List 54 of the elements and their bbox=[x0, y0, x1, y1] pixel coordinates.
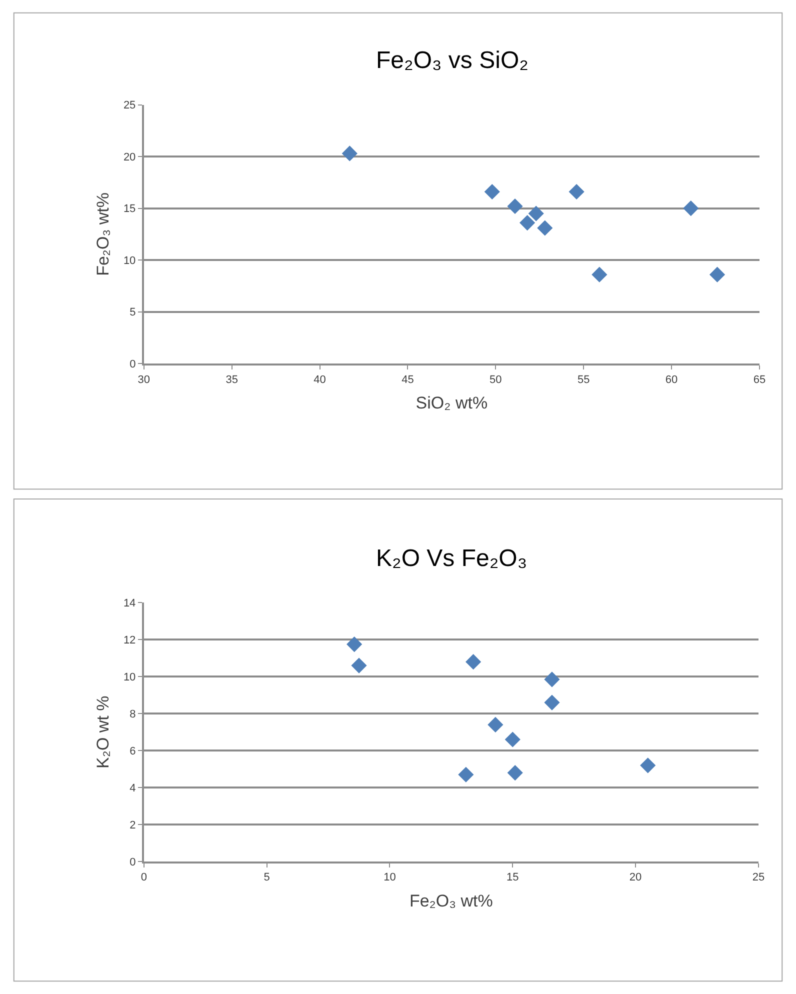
x-tick-label: 20 bbox=[629, 872, 642, 884]
x-tick-label: 60 bbox=[665, 374, 678, 386]
x-tick-label: 30 bbox=[138, 374, 150, 386]
y-tick-label: 0 bbox=[130, 856, 136, 868]
point bbox=[488, 716, 504, 733]
x-tick-label: 35 bbox=[226, 374, 238, 386]
y-axis-title: Fe₂O₃ wt% bbox=[93, 192, 112, 276]
x-tick-label: 0 bbox=[140, 872, 147, 884]
y-tick-label: 8 bbox=[130, 708, 136, 720]
y-tick-label: 10 bbox=[123, 254, 136, 267]
x-tick-label: 5 bbox=[264, 872, 270, 884]
x-tick-label: 65 bbox=[753, 374, 766, 386]
point bbox=[537, 220, 553, 236]
point bbox=[346, 636, 362, 652]
chart-title: Fe₂O₃ vs SiO₂ bbox=[376, 47, 528, 74]
point bbox=[709, 266, 726, 282]
x-tick-label: 15 bbox=[506, 872, 519, 884]
y-tick-label: 2 bbox=[130, 819, 136, 832]
point bbox=[520, 215, 536, 231]
y-tick-label: 0 bbox=[130, 358, 136, 370]
x-tick-label: 40 bbox=[314, 374, 326, 386]
y-tick-label: 15 bbox=[123, 203, 136, 216]
point bbox=[544, 694, 560, 710]
point bbox=[458, 766, 474, 782]
point bbox=[528, 206, 544, 222]
point bbox=[466, 654, 482, 670]
y-tick-label: 12 bbox=[123, 634, 136, 647]
point bbox=[342, 146, 358, 162]
y-tick-label: 5 bbox=[130, 306, 136, 319]
x-tick-label: 25 bbox=[752, 872, 765, 884]
y-tick-label: 20 bbox=[123, 151, 136, 164]
point bbox=[507, 198, 523, 214]
x-tick-label: 45 bbox=[402, 374, 414, 386]
point bbox=[544, 672, 560, 688]
x-axis-title: Fe₂O₃ wt% bbox=[409, 892, 493, 911]
chart-title: K₂O Vs Fe₂O₃ bbox=[376, 545, 528, 572]
point bbox=[568, 184, 584, 200]
point bbox=[640, 758, 656, 774]
y-axis-title: K₂O wt % bbox=[93, 696, 112, 768]
point bbox=[507, 764, 523, 781]
y-tick-label: 6 bbox=[130, 745, 136, 758]
point bbox=[592, 266, 608, 282]
point bbox=[504, 732, 520, 748]
point bbox=[683, 200, 699, 216]
y-tick-label: 4 bbox=[130, 782, 136, 794]
y-tick-label: 10 bbox=[123, 671, 136, 684]
x-axis-title: SiO₂ wt% bbox=[416, 394, 488, 413]
point bbox=[484, 184, 500, 200]
y-tick-label: 25 bbox=[123, 100, 136, 112]
point bbox=[351, 658, 367, 674]
x-tick-label: 10 bbox=[384, 872, 396, 884]
y-tick-label: 14 bbox=[123, 598, 136, 610]
x-tick-label: 50 bbox=[490, 374, 502, 386]
x-tick-label: 55 bbox=[577, 374, 590, 386]
